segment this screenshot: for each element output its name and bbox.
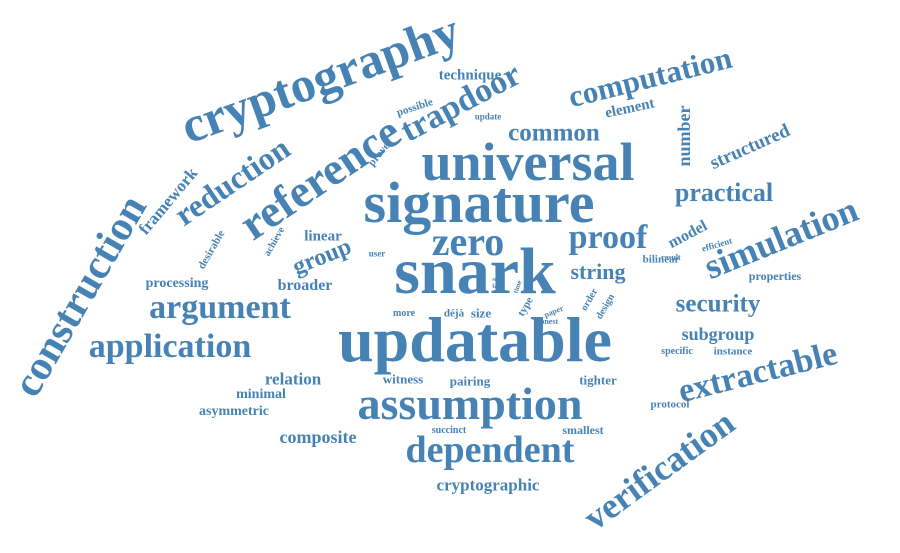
word-proof: proof (568, 219, 648, 256)
word-universal: universal (421, 132, 635, 192)
word-tighter: tighter (579, 372, 617, 388)
word-user: user (368, 248, 386, 259)
word-protocol: protocol (650, 398, 690, 411)
word-security: security (675, 290, 761, 318)
word-more: more (392, 308, 416, 319)
word-processing: processing (145, 276, 209, 291)
word-cryptographic: cryptographic (436, 475, 540, 495)
word-fast: fast (492, 284, 502, 290)
word-signature: signature (363, 170, 595, 235)
word-witness: witness (382, 371, 424, 387)
word-updatable: updatable (338, 304, 612, 375)
word-minimal: minimal (236, 387, 286, 402)
word-common: common (508, 119, 600, 147)
word-relation: relation (264, 369, 322, 389)
word-honest: honest (535, 317, 559, 326)
word-result: result (661, 253, 681, 262)
word-bilinear: bilinear (642, 253, 680, 266)
word-asymmetric: asymmetric (199, 404, 269, 419)
word-subgroup: subgroup (681, 324, 755, 344)
word-update: update (474, 111, 502, 122)
word-argument: argument (149, 289, 291, 326)
word-practical: practical (674, 178, 774, 207)
word-assumption: assumption (357, 378, 583, 429)
word-extractable: extractable (674, 334, 842, 411)
word-application: application (88, 328, 252, 365)
word-properties: properties (748, 269, 802, 283)
word-technique: technique (438, 67, 502, 84)
word-broader: broader (277, 277, 333, 294)
word-structured: structured (706, 120, 794, 174)
word-number: number (674, 105, 694, 167)
word-srs: srs (492, 277, 500, 283)
word-desirable: desirable (195, 228, 228, 272)
word-specific: specific (661, 346, 693, 357)
word-linear: linear (304, 228, 342, 245)
word-succinct: succinct (431, 425, 467, 436)
word-size: size (470, 305, 492, 321)
word-composite: composite (279, 427, 357, 447)
word-smallest: smallest (562, 423, 604, 437)
word-dependent: dependent (405, 429, 575, 471)
word-deja: déjà (443, 307, 465, 320)
word-pairing: pairing (449, 373, 491, 389)
word-zero: zero (431, 219, 505, 264)
word-string: string (570, 259, 626, 284)
word-instance: instance (713, 345, 753, 358)
word-snark: snark (394, 235, 556, 308)
word-construction: construction (4, 187, 156, 405)
